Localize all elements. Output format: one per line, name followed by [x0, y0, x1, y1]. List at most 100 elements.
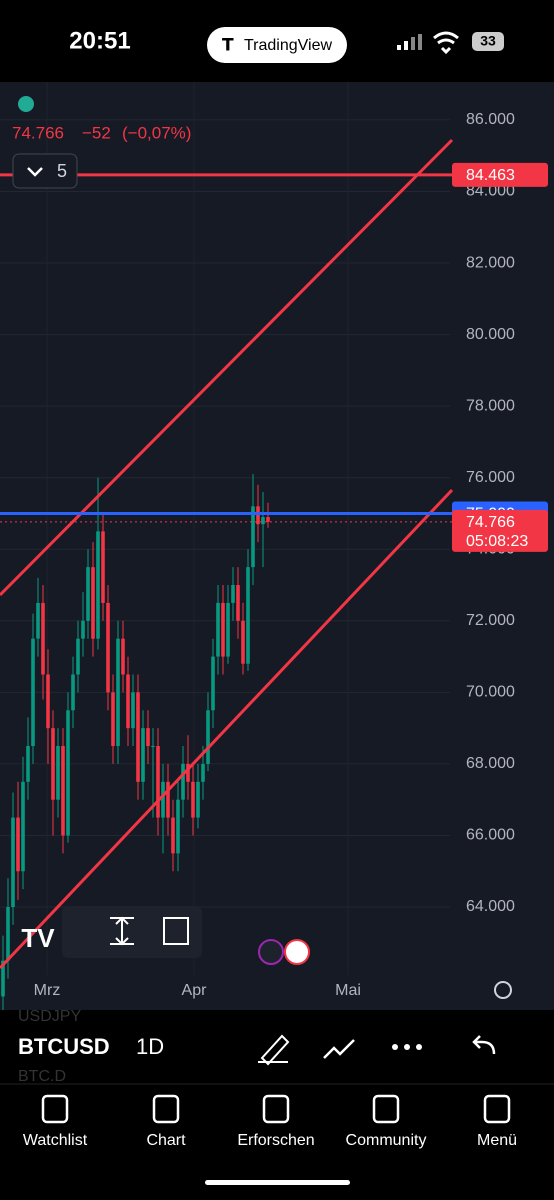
candle-body [151, 746, 155, 748]
nav-icon[interactable] [483, 1094, 511, 1124]
candle-body [196, 781, 200, 818]
indicator-icon[interactable] [323, 1039, 355, 1059]
candle-body [221, 602, 225, 657]
events-icon[interactable] [258, 939, 284, 965]
candle-body [201, 763, 205, 782]
candle-body [71, 674, 75, 711]
candle-body [181, 763, 185, 800]
candle-body [176, 799, 180, 854]
nav-label[interactable]: Watchlist [23, 1132, 88, 1149]
nav-icon[interactable] [372, 1094, 400, 1124]
nav-label[interactable]: Erforschen [237, 1132, 314, 1149]
candle-body [256, 506, 260, 525]
app-pill [207, 27, 347, 63]
candle-body [76, 638, 80, 675]
level-label: 84.463 [466, 167, 515, 184]
y-tick-label: 78.000 [466, 397, 515, 414]
candle-body [46, 674, 50, 729]
candle-body [131, 692, 135, 729]
candle-body [86, 567, 90, 621]
nav-icon[interactable] [41, 1094, 69, 1124]
nav-label[interactable]: Menü [477, 1132, 517, 1149]
battery-level: 33 [480, 33, 496, 49]
y-tick-label: 76.000 [466, 469, 515, 486]
symbol-prev: USDJPY [18, 1008, 81, 1025]
more-icon[interactable] [392, 1044, 422, 1050]
candle-body [121, 638, 125, 675]
symbol-next: BTC.D [18, 1068, 66, 1085]
y-tick-label: 84.000 [466, 183, 515, 200]
clock: 20:51 [69, 27, 130, 54]
x-tick-label: Apr [182, 982, 208, 999]
symbol-bar [0, 1010, 554, 1084]
draw-icon[interactable] [258, 1034, 290, 1066]
indicator-count: 5 [57, 161, 67, 181]
candle-body [216, 602, 220, 657]
legend-price: 74.766 [12, 123, 64, 142]
nav-icon[interactable] [262, 1094, 290, 1124]
candle-body [26, 746, 30, 782]
candle-body [41, 602, 45, 675]
rect-tool[interactable] [163, 917, 189, 945]
candle-body [91, 567, 95, 639]
symbol[interactable]: BTCUSD [18, 1034, 110, 1059]
nav-bar: Watchlist Chart Erforschen Community Menü [23, 1094, 517, 1149]
plot: 64.00066.00068.00070.00072.00074.00076.0… [0, 82, 515, 1022]
candle-body [171, 817, 175, 854]
candle-body [166, 781, 170, 818]
nav-icon[interactable] [152, 1094, 180, 1124]
candle-body [96, 531, 100, 639]
chevron [27, 167, 43, 177]
candle-body [241, 620, 245, 664]
trend-line [0, 138, 454, 597]
y-tick-label: 80.000 [466, 326, 515, 343]
candle-body [146, 728, 150, 747]
candle-body [236, 585, 240, 621]
level-tag [452, 162, 548, 187]
candle-body [81, 620, 85, 639]
nav-label[interactable]: Chart [146, 1132, 186, 1149]
candle-body [206, 710, 210, 764]
y-tick-label: 72.000 [466, 612, 515, 629]
candle-body [6, 907, 10, 961]
y-tick-label: 66.000 [466, 827, 515, 844]
candle-body [111, 692, 115, 747]
candle-body [231, 585, 235, 603]
last-price-tag [452, 509, 548, 552]
measure-tool[interactable] [110, 916, 134, 946]
y-tick-label: 86.000 [466, 111, 515, 128]
candle-body [211, 656, 215, 711]
candle-body [61, 746, 65, 836]
drawing-toolbar [62, 906, 202, 958]
countdown: 05:08:23 [466, 533, 528, 550]
interval[interactable]: 1D [136, 1034, 164, 1059]
flag-icon[interactable] [284, 939, 310, 965]
candle-body [141, 728, 145, 782]
candle-body [116, 638, 120, 747]
status-dot [18, 96, 34, 112]
candle-body [56, 746, 60, 800]
candle-body [11, 817, 15, 908]
tv-watermark: TV [21, 923, 55, 953]
candle-body [156, 746, 160, 818]
tv-logo: 𝗧 [222, 35, 234, 54]
candle-body [21, 781, 25, 872]
y-tick-label: 68.000 [466, 755, 515, 772]
legend-toggle[interactable] [12, 153, 78, 189]
nav-label[interactable]: Community [346, 1132, 427, 1149]
wifi [433, 31, 459, 55]
battery [472, 32, 504, 51]
signal [397, 34, 422, 50]
candle-body [1, 960, 5, 997]
candle-body [31, 638, 35, 747]
candle-body [101, 531, 105, 603]
undo-icon[interactable] [472, 1035, 496, 1055]
legend-change-pct: (−0,07%) [122, 123, 191, 142]
candle-body [246, 567, 250, 664]
settings-icon[interactable] [494, 981, 512, 999]
candle-body [251, 506, 255, 568]
candle-body [266, 517, 270, 522]
